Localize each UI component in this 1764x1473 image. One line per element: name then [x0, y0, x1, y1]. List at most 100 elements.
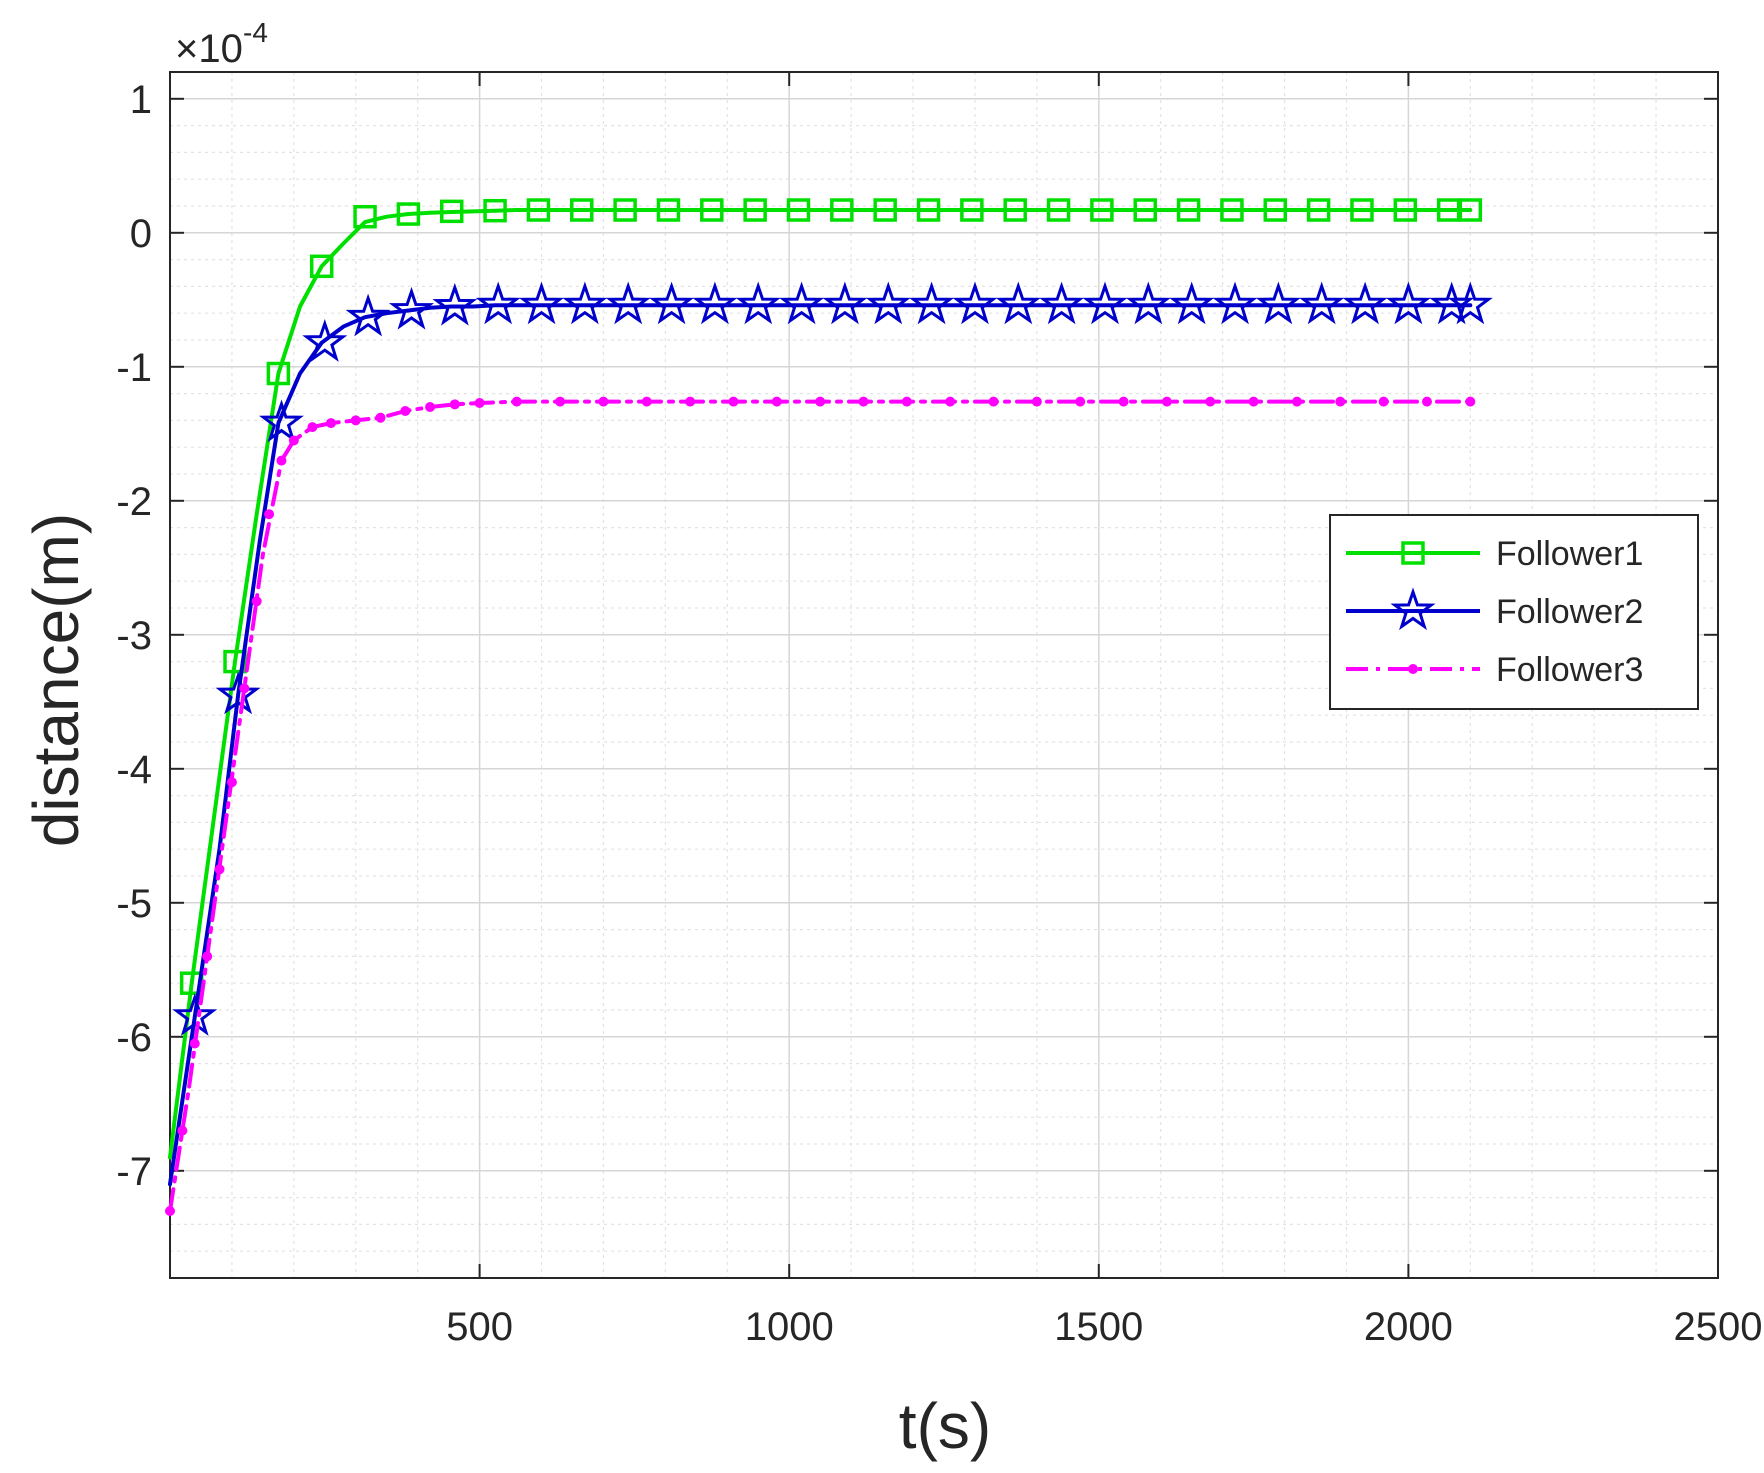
- y-axis-label: distance(m): [20, 513, 92, 847]
- y-exponent-power: -4: [243, 17, 268, 48]
- series-marker: [214, 864, 225, 875]
- series-marker: [202, 951, 213, 962]
- series-marker: [432, 282, 478, 326]
- series-marker: [325, 418, 336, 429]
- series-marker: [350, 415, 361, 426]
- series-Follower1: [168, 198, 1483, 1160]
- series-marker: [483, 198, 507, 223]
- series-marker: [1248, 396, 1259, 407]
- series-marker: [1118, 396, 1129, 407]
- legend-marker-Follower2: [1390, 587, 1436, 631]
- series-marker: [613, 198, 637, 222]
- series-marker: [1031, 396, 1042, 407]
- series-marker: [474, 397, 485, 408]
- series-marker: [288, 435, 299, 446]
- series-marker: [400, 406, 411, 417]
- series-marker: [239, 683, 250, 694]
- series-Follower3: [165, 396, 1476, 1216]
- series-marker: [735, 281, 781, 325]
- y-tick-label: -7: [116, 1150, 152, 1194]
- series-marker: [822, 281, 868, 325]
- series-marker: [1176, 198, 1201, 222]
- series-marker: [562, 281, 608, 325]
- y-tick-label: -4: [116, 748, 152, 792]
- series-marker: [1263, 198, 1288, 222]
- series-marker: [223, 649, 247, 674]
- series-marker: [165, 1206, 175, 1216]
- series-marker: [439, 199, 464, 224]
- series-marker: [786, 198, 811, 222]
- series-marker: [1220, 198, 1244, 222]
- series-marker: [995, 281, 1041, 325]
- series-marker: [215, 671, 261, 715]
- series-marker: [302, 319, 348, 362]
- series-marker: [1133, 198, 1157, 222]
- series-Follower2: [168, 281, 1493, 1187]
- series-marker: [1421, 396, 1432, 407]
- series-marker: [1447, 281, 1493, 325]
- series-marker: [916, 198, 941, 222]
- series-marker: [656, 198, 681, 222]
- x-tick-label: 1000: [745, 1305, 834, 1349]
- series-marker: [189, 1038, 200, 1049]
- series-marker: [598, 396, 609, 407]
- series-marker: [1335, 396, 1346, 407]
- series-marker: [388, 286, 435, 330]
- series-marker: [952, 281, 998, 325]
- legend-label: Follower2: [1496, 593, 1643, 631]
- y-tick-label: 0: [130, 212, 152, 256]
- series-marker: [309, 254, 334, 279]
- series-marker: [960, 198, 984, 222]
- x-tick-label: 500: [446, 1305, 513, 1349]
- y-exponent-prefix: ×10: [175, 27, 243, 71]
- series-marker: [345, 293, 391, 337]
- series-marker: [1212, 281, 1258, 325]
- series-marker: [1039, 281, 1085, 325]
- series-marker: [172, 993, 218, 1036]
- series-marker: [1255, 281, 1301, 325]
- axis-ticks: 500 1000 1500 2000 2500 1 0 -1 -2 -3 -4 -5 -6 -7: [116, 72, 1762, 1349]
- series-marker: [475, 281, 521, 325]
- series-marker: [743, 198, 767, 222]
- series-marker: [1161, 396, 1172, 407]
- series-marker: [771, 396, 782, 407]
- x-tick-label: 2000: [1364, 1305, 1453, 1349]
- series-marker: [1458, 198, 1483, 222]
- series-marker: [700, 198, 724, 222]
- series-marker: [226, 777, 237, 788]
- series-marker: [177, 1125, 188, 1136]
- series-marker: [1465, 396, 1476, 407]
- series-marker: [396, 202, 421, 226]
- series-marker: [264, 509, 275, 520]
- series-marker: [449, 399, 460, 410]
- series-marker: [1090, 198, 1114, 222]
- series-marker: [570, 198, 594, 222]
- series-marker: [526, 198, 551, 222]
- y-tick-label: 1: [130, 78, 152, 122]
- plot-area-frame: [169, 71, 1719, 1279]
- series-marker: [1342, 281, 1388, 325]
- series-marker: [1350, 198, 1374, 222]
- legend-label: Follower3: [1496, 651, 1643, 689]
- series-marker: [1046, 198, 1071, 222]
- y-tick-label: -1: [116, 346, 152, 390]
- legend: Follower1 Follower2 Follower3: [1329, 514, 1699, 710]
- series-marker: [1291, 396, 1302, 407]
- series-marker: [873, 198, 897, 222]
- series-marker: [375, 412, 386, 423]
- series-marker: [909, 281, 955, 325]
- y-tick-label: -2: [116, 480, 152, 524]
- series-marker: [555, 396, 566, 407]
- legend-marker-Follower1: [1401, 541, 1425, 565]
- series-marker: [1125, 281, 1171, 325]
- series-marker: [1299, 281, 1345, 325]
- series-marker: [641, 396, 652, 407]
- series-marker: [1393, 198, 1418, 222]
- series-marker: [276, 455, 287, 466]
- series-marker: [858, 396, 869, 407]
- legend-label: Follower1: [1496, 535, 1643, 573]
- x-tick-label: 1500: [1054, 1305, 1143, 1349]
- y-tick-label: -3: [116, 614, 152, 658]
- series-marker: [1169, 281, 1215, 325]
